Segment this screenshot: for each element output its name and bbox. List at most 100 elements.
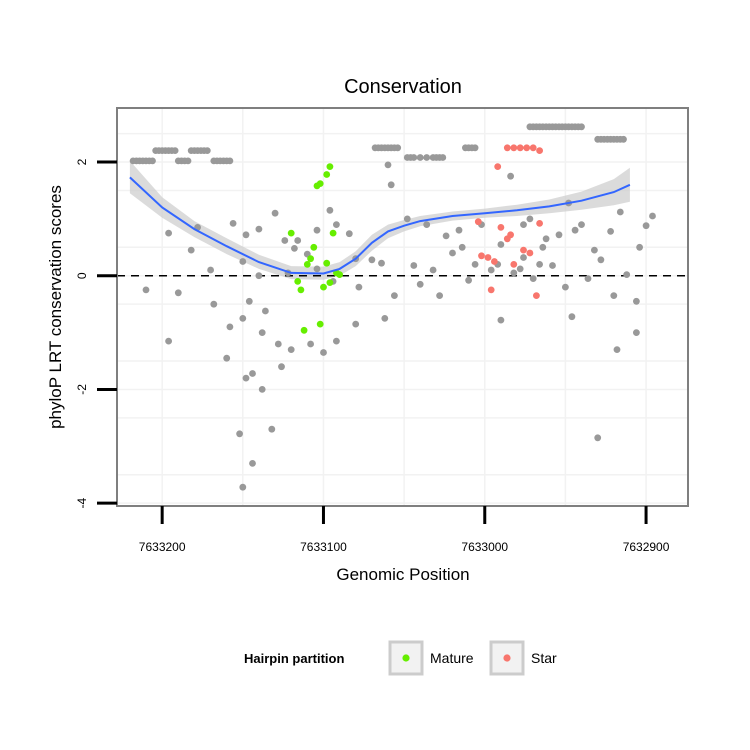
point-mature: [326, 279, 334, 286]
point-mature: [326, 163, 334, 171]
point-other: [187, 246, 195, 254]
point-mature: [329, 229, 337, 237]
point-other: [384, 161, 392, 169]
point-other: [636, 243, 643, 251]
point-other: [381, 315, 389, 322]
point-other: [226, 323, 234, 331]
point-other: [203, 147, 211, 155]
point-other: [258, 329, 266, 336]
point-other: [262, 307, 269, 315]
point-other: [423, 221, 431, 229]
point-other: [436, 292, 443, 299]
point-other: [642, 222, 650, 230]
smooth-line: [129, 176, 631, 275]
point-other: [291, 245, 298, 252]
point-other: [394, 144, 402, 152]
point-other: [539, 243, 547, 251]
point-other: [536, 261, 543, 268]
plot-panel: [116, 107, 689, 507]
point-other: [242, 231, 250, 239]
point-other: [507, 172, 514, 180]
point-other: [562, 283, 569, 291]
point-other: [255, 225, 263, 233]
point-star: [487, 286, 495, 294]
point-other: [591, 246, 598, 254]
point-other: [239, 315, 247, 322]
x-tick-label: 7633100: [300, 540, 347, 554]
point-other: [571, 226, 579, 234]
point-other: [620, 135, 627, 143]
point-other: [623, 271, 631, 278]
legend-label-star: Star: [531, 650, 557, 666]
point-other: [458, 243, 466, 251]
point-other: [555, 231, 563, 239]
point-other: [633, 297, 640, 305]
point-other: [633, 329, 640, 336]
legend-label-mature: Mature: [430, 650, 474, 666]
x-tick-label: 7633000: [461, 540, 508, 554]
panel-border: [116, 107, 689, 507]
point-other: [313, 265, 321, 273]
point-other: [142, 286, 150, 294]
point-star: [491, 258, 498, 265]
point-mature: [307, 255, 314, 263]
point-other: [165, 337, 173, 345]
point-other: [520, 254, 527, 261]
point-other: [352, 320, 360, 328]
point-other: [281, 237, 289, 244]
point-other: [378, 259, 385, 267]
point-mature: [323, 259, 331, 267]
point-other: [223, 354, 231, 362]
point-other: [307, 340, 314, 348]
data-points: [129, 123, 656, 491]
point-other: [516, 265, 524, 273]
x-axis: 7633200 7633100 7633000 7632900: [139, 506, 670, 554]
point-star: [478, 252, 485, 260]
panel-background: [117, 108, 688, 506]
point-star: [520, 246, 527, 254]
x-tick-label: 7632900: [623, 540, 670, 554]
point-other: [549, 262, 556, 269]
point-other: [249, 460, 256, 467]
y-axis-title: phyloP LRT conservation scores: [46, 185, 65, 429]
point-other: [274, 340, 282, 348]
point-other: [207, 266, 215, 274]
point-other: [529, 275, 537, 282]
point-other: [465, 276, 472, 284]
point-other: [174, 289, 182, 297]
point-star: [529, 144, 537, 152]
point-other: [526, 215, 534, 223]
point-other: [333, 337, 340, 345]
point-other: [578, 221, 585, 229]
point-other: [313, 226, 321, 234]
point-other: [616, 208, 624, 216]
x-tick-label: 7633200: [139, 540, 186, 554]
point-other: [410, 154, 418, 161]
point-star: [523, 144, 531, 152]
point-star: [526, 249, 534, 257]
point-other: [210, 300, 218, 308]
point-other: [294, 237, 302, 244]
point-mature: [287, 229, 295, 237]
point-other: [271, 209, 279, 217]
point-other: [584, 275, 592, 282]
point-star: [536, 147, 543, 155]
y-tick-label: 0: [75, 272, 89, 279]
point-mature: [303, 261, 311, 268]
point-star: [510, 261, 518, 268]
point-other: [149, 157, 156, 165]
point-other: [171, 147, 179, 155]
point-mature: [316, 320, 324, 328]
point-other: [597, 256, 605, 264]
point-mature: [300, 326, 308, 334]
point-other: [355, 283, 363, 291]
legend-swatch-star: [503, 654, 511, 662]
point-other: [542, 235, 550, 243]
point-other: [471, 261, 479, 268]
point-other: [249, 370, 256, 377]
legend-key-mature: [388, 640, 424, 676]
point-other: [471, 144, 479, 152]
point-star: [474, 218, 482, 226]
point-other: [568, 313, 576, 321]
